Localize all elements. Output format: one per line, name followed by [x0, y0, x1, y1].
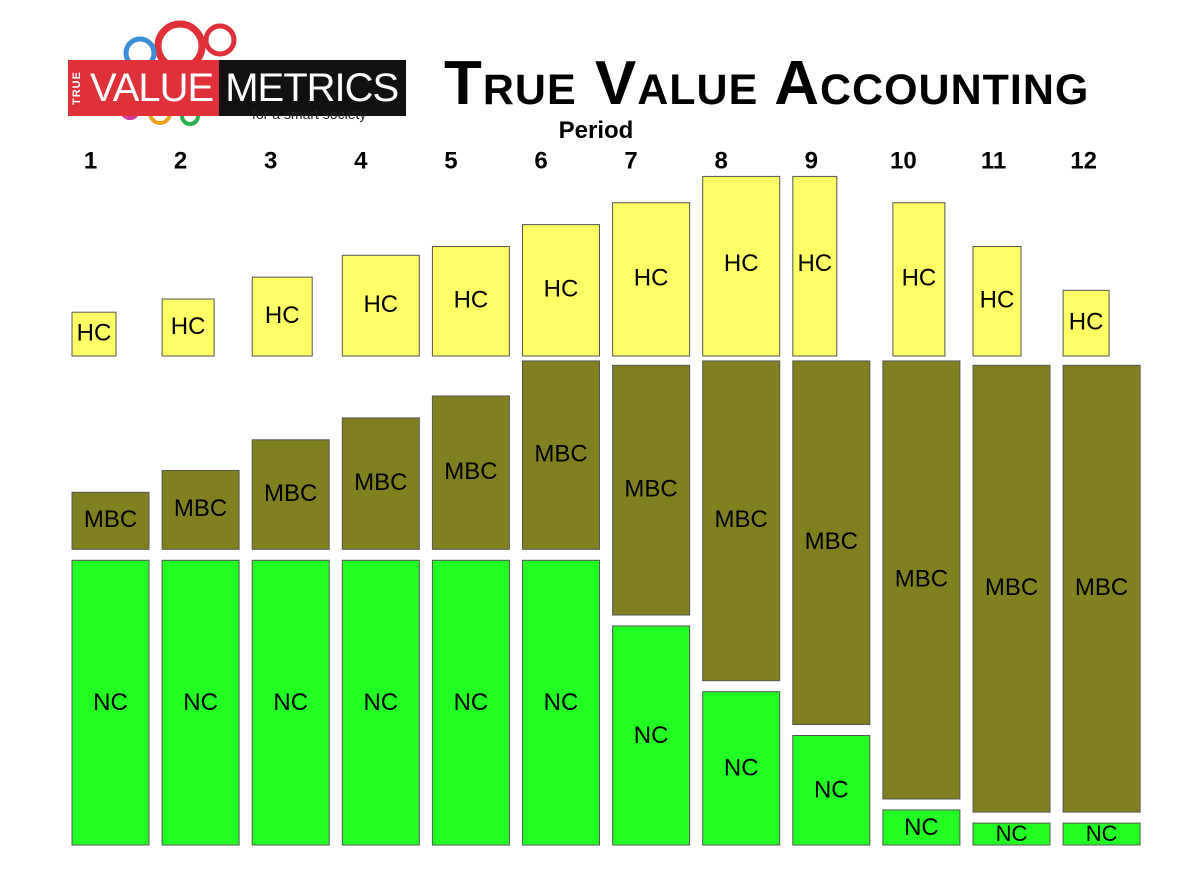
hc-bar-11 — [972, 246, 1022, 357]
mbc-bar-10 — [882, 360, 961, 800]
hc-bar-8 — [702, 175, 781, 357]
true-value-metrics-logo: TRUE VALUE METRICS for a smart society — [60, 18, 407, 133]
mbc-bar-label-3: MBC — [264, 480, 317, 507]
mbc-bar-2 — [161, 469, 240, 550]
hc-bar-2 — [161, 298, 215, 357]
mbc-bar-label-11: MBC — [985, 574, 1038, 601]
period-label-1: 1 — [84, 147, 97, 174]
mbc-bar-label-1: MBC — [84, 506, 137, 533]
nc-bar-label-4: NC — [363, 689, 398, 716]
hc-bar-10 — [892, 202, 946, 357]
mbc-bar-label-5: MBC — [444, 458, 497, 485]
hc-bar-12 — [1062, 289, 1110, 357]
hc-bar-label-5: HC — [454, 287, 489, 314]
mbc-bar-6 — [522, 360, 600, 550]
hc-bar-label-12: HC — [1069, 308, 1104, 335]
nc-bar-8 — [702, 691, 781, 846]
nc-bar-6 — [522, 559, 600, 846]
logo-metrics-text: METRICS — [225, 66, 399, 110]
mbc-bar-label-7: MBC — [624, 476, 677, 503]
period-label-10: 10 — [890, 147, 917, 174]
hc-bar-label-3: HC — [265, 302, 300, 329]
nc-bar-12 — [1062, 822, 1141, 846]
period-label-12: 12 — [1070, 147, 1097, 174]
nc-bar-label-12: NC — [1086, 821, 1118, 846]
period-label-7: 7 — [624, 147, 637, 174]
logo-value-text: VALUE — [86, 60, 220, 116]
mbc-bar-label-6: MBC — [534, 440, 587, 467]
nc-bar-3 — [251, 559, 330, 846]
mbc-bar-label-10: MBC — [895, 565, 948, 592]
hc-bar-label-1: HC — [77, 319, 112, 346]
mbc-bar-label-8: MBC — [715, 506, 768, 533]
mbc-bar-label-2: MBC — [174, 495, 227, 522]
hc-bar-5 — [431, 246, 510, 357]
nc-bar-7 — [612, 625, 691, 846]
hc-bar-7 — [612, 202, 691, 357]
nc-bar-label-3: NC — [273, 689, 308, 716]
nc-bar-4 — [341, 559, 420, 846]
nc-bar-9 — [792, 735, 871, 846]
mbc-bar-3 — [251, 439, 330, 550]
period-label-4: 4 — [354, 147, 368, 174]
nc-bar-1 — [71, 559, 150, 846]
mbc-bar-label-12: MBC — [1075, 574, 1128, 601]
mbc-bar-8 — [702, 360, 781, 682]
mbc-bar-5 — [431, 395, 510, 550]
nc-bar-label-5: NC — [454, 689, 489, 716]
nc-bar-label-2: NC — [183, 689, 218, 716]
mbc-bar-label-4: MBC — [354, 469, 407, 496]
hc-bar-3 — [251, 276, 313, 357]
logo-tagline: for a smart society — [252, 106, 367, 122]
nc-bar-label-11: NC — [996, 821, 1028, 846]
period-label-2: 2 — [174, 147, 187, 174]
period-label-5: 5 — [444, 147, 457, 174]
hc-bar-4 — [341, 254, 420, 357]
hc-bar-label-4: HC — [363, 291, 398, 318]
period-label-11: 11 — [981, 147, 1006, 174]
period-label-3: 3 — [264, 147, 277, 174]
nc-bar-11 — [972, 822, 1051, 846]
hc-bar-6 — [522, 224, 600, 357]
nc-bar-label-1: NC — [93, 689, 128, 716]
hc-bar-1 — [71, 311, 117, 357]
hc-bar-label-6: HC — [544, 276, 579, 303]
nc-bar-label-9: NC — [814, 777, 849, 804]
x-axis-label: Period — [559, 117, 634, 144]
hc-bar-label-9: HC — [797, 250, 832, 277]
mbc-bar-9 — [792, 360, 871, 725]
mbc-bar-4 — [341, 417, 420, 550]
mbc-bar-label-9: MBC — [805, 528, 858, 555]
mbc-bar-12 — [1062, 364, 1141, 813]
hc-bar-9 — [792, 175, 838, 357]
hc-bar-label-7: HC — [634, 265, 669, 292]
nc-bar-5 — [431, 559, 510, 846]
mbc-bar-7 — [612, 364, 691, 616]
hc-bar-label-10: HC — [902, 265, 937, 292]
mbc-bar-1 — [71, 491, 150, 550]
nc-bar-10 — [882, 809, 961, 846]
nc-bar-2 — [161, 559, 240, 846]
nc-bar-label-8: NC — [724, 755, 759, 782]
period-label-6: 6 — [534, 147, 547, 174]
nc-bar-label-10: NC — [904, 814, 939, 841]
page-title: True Value Accounting — [444, 49, 1090, 118]
hc-bar-label-2: HC — [171, 313, 206, 340]
nc-bar-label-6: NC — [544, 689, 579, 716]
period-label-9: 9 — [805, 147, 818, 174]
logo-band: TRUE VALUE METRICS — [68, 60, 407, 116]
hc-bar-label-11: HC — [980, 287, 1015, 314]
mbc-bar-11 — [972, 364, 1051, 813]
hc-bar-label-8: HC — [724, 250, 759, 277]
nc-bar-label-7: NC — [634, 722, 669, 749]
period-label-8: 8 — [715, 147, 728, 174]
